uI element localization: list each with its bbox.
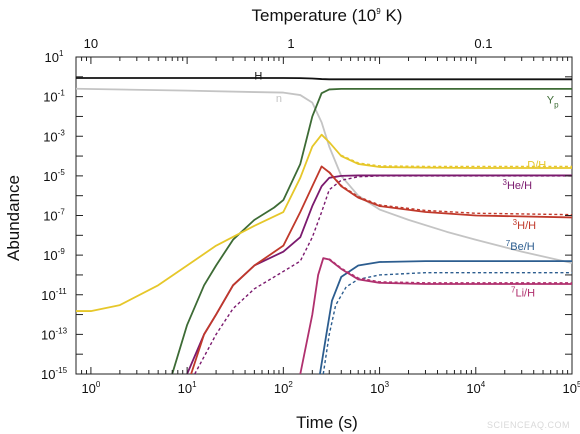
series-label-d-h: D/H: [527, 159, 546, 171]
series-line-h: [76, 77, 572, 81]
x-tick-label: 102: [274, 380, 293, 396]
top-tick-label: 10: [84, 36, 98, 51]
series-label-7be-h: 7Be/H: [506, 239, 535, 253]
series-line-3h-h-dashed: [328, 171, 572, 216]
series-line-7li-h: [299, 257, 572, 374]
y-tick-label: 10-3: [43, 128, 65, 144]
y-axis-title: Abundance: [4, 175, 23, 261]
series-line-yp: [171, 87, 572, 374]
x-axis-title: Time (s): [296, 413, 358, 432]
series-lines: [76, 77, 572, 374]
top-axis-title: Temperature (109 K): [252, 6, 403, 25]
series-label-7li-h: 7Li/H: [511, 286, 535, 300]
series-label-3h-h: 3H/H: [513, 218, 536, 232]
y-tick-label: 10-13: [41, 326, 68, 342]
series-label-3he-h: 3He/H: [503, 178, 533, 192]
axis-ticks: [75, 56, 573, 375]
top-tick-label: 1: [287, 36, 294, 51]
series-line-7be-h: [319, 260, 572, 374]
x-tick-label: 105: [563, 380, 580, 396]
x-tick-label: 101: [178, 380, 197, 396]
x-tick-label: 103: [370, 380, 389, 396]
watermark: SCIENCEAQ.COM: [487, 420, 570, 430]
series-label-h: H: [254, 71, 262, 83]
y-tick-label: 10-11: [41, 287, 67, 303]
series-line-7li-h-dashed: [328, 258, 572, 284]
series-line-n: [76, 87, 572, 264]
top-axis-title-exp: 9: [376, 7, 381, 16]
top-axis-title-main: Temperature (10: [252, 6, 377, 25]
y-tick-label: 10-15: [41, 366, 68, 382]
series-line-3h-h: [190, 165, 572, 374]
y-tick-label: 10-9: [43, 247, 65, 263]
y-tick-label: 10-5: [43, 168, 65, 184]
series-line-d-h-dashed: [340, 154, 572, 168]
series-label-yp: Yp: [547, 94, 559, 109]
y-tick-label: 10-1: [43, 89, 65, 105]
y-tick-label: 101: [45, 49, 64, 65]
series-line-d-h: [76, 133, 572, 312]
series-label-n: n: [276, 93, 282, 105]
top-axis-title-unit: K): [381, 6, 403, 25]
series-line-3he-h-dashed: [194, 175, 572, 374]
x-tick-label: 100: [81, 380, 100, 396]
y-tick-label: 10-7: [43, 208, 65, 224]
top-tick-label: 0.1: [474, 36, 492, 51]
x-tick-label: 104: [466, 380, 485, 396]
